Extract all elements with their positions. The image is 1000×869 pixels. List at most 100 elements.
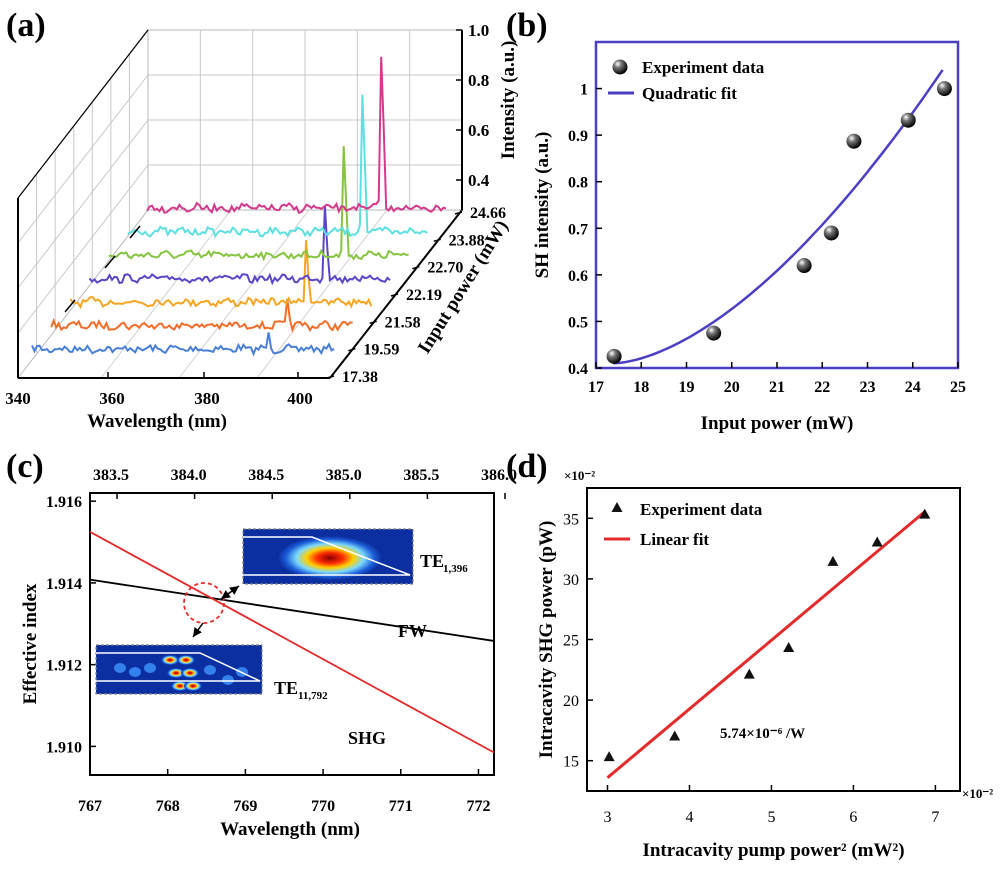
panel-label-d: (d) <box>506 448 548 485</box>
panel-label-c: (c) <box>6 448 44 485</box>
y-tick-label: 22.70 <box>427 260 463 277</box>
wall-tick <box>129 225 141 239</box>
legend-label-fit: Linear fit <box>640 530 709 549</box>
y-axis-title: SH intensity (a.u.) <box>532 132 553 279</box>
mode-inset-2-sidelobe <box>222 675 234 685</box>
data-point <box>796 258 812 274</box>
x-tick-label: 770 <box>311 798 335 815</box>
wall-tick <box>64 299 76 313</box>
mode-inset-2-sidelobe <box>144 663 156 673</box>
label-mode-1-sub: 1,396 <box>443 563 468 575</box>
legend-marker-experiment <box>611 502 623 512</box>
panel-label-a: (a) <box>6 7 46 44</box>
y-tick-label: 0.7 <box>568 221 588 238</box>
legend-label-experiment: Experiment data <box>640 500 763 519</box>
y-tick-label: 0.5 <box>568 314 588 331</box>
mode-inset-2-lobe <box>171 681 189 691</box>
data-point <box>603 751 615 762</box>
mode-inset-2-sidelobe <box>129 667 141 677</box>
data-point <box>669 730 681 741</box>
y-axis-title: Intracavity SHG power (pW) <box>536 521 557 759</box>
y-tick <box>412 265 420 270</box>
x-tick-label: 400 <box>287 389 313 408</box>
linear-fit-line <box>606 509 927 779</box>
x-axis-title: Input power (mW) <box>701 413 854 434</box>
top-tick-label: 384.0 <box>171 467 207 484</box>
y-tick-label: 19.59 <box>363 342 399 359</box>
z-tick-label: 0.8 <box>468 71 489 90</box>
panel-label-b: (b) <box>506 7 548 44</box>
y-tick-label: 0.6 <box>568 268 588 285</box>
x-axis-title: Wavelength (nm) <box>220 819 360 840</box>
mode-inset-2-lobe <box>177 655 195 665</box>
z-tick-label: 0.4 <box>468 171 490 190</box>
y-tick-label: 25 <box>563 633 579 650</box>
floor-grid <box>100 209 232 379</box>
data-point <box>900 112 916 128</box>
data-point <box>919 508 931 519</box>
mode-inset-2-sidelobe <box>114 663 126 673</box>
x-scale-note: ×10⁻² <box>962 786 993 801</box>
y-tick-label: 20 <box>563 693 579 710</box>
slope-annotation: 5.74×10⁻⁶ /W <box>720 726 805 742</box>
x-tick-label: 360 <box>99 389 125 408</box>
x-tick-label: 340 <box>5 389 31 408</box>
top-tick-label: 384.5 <box>248 467 284 484</box>
y-axis-title: Effective index <box>20 583 41 704</box>
label-mode-2-sub: 11,792 <box>298 690 328 702</box>
mode-inset-2-outline <box>96 652 261 682</box>
y-tick <box>390 293 399 297</box>
top-left-edge <box>17 29 149 199</box>
label-mode-2: TE <box>274 678 298 698</box>
x-tick-label: 19 <box>679 379 695 396</box>
panel-c-chart: 767 768 769 770 771 772 383.5 384.0 384.5 385.0 38… <box>20 467 517 840</box>
x-tick-label: 768 <box>156 798 180 815</box>
x-axis-title: Intracavity pump power² (mW²) <box>642 840 904 861</box>
y-tick <box>454 211 463 215</box>
z-tick-label: 0.6 <box>468 121 489 140</box>
top-tick-label: 385.0 <box>326 467 362 484</box>
x-tick-label: 23 <box>860 379 876 396</box>
y-tick-label: 1.916 <box>46 494 82 511</box>
data-point <box>871 536 883 547</box>
x-tick-label: 771 <box>389 798 413 815</box>
label-mode-1: TE <box>420 551 444 571</box>
top-tick-label: 385.5 <box>403 467 439 484</box>
y-tick-label: 0.4 <box>568 361 588 378</box>
legend-marker-experiment <box>612 59 628 75</box>
x-tick-label: 380 <box>194 389 220 408</box>
top-tick-label: 386.0 <box>481 467 517 484</box>
line-SHG <box>89 531 495 754</box>
trace-22.19 <box>88 205 391 286</box>
y-tick-label: 1.914 <box>46 576 82 593</box>
mode-inset-2-lobe <box>181 668 199 678</box>
y-tick-label: 1.910 <box>46 739 82 756</box>
x-tick-label: 17 <box>588 379 604 396</box>
data-point <box>846 133 862 149</box>
data-point <box>606 348 622 364</box>
line-FW <box>89 578 495 642</box>
trace-23.88 <box>127 94 428 239</box>
x-axis-title: Wavelength (nm) <box>87 411 227 432</box>
data-point <box>743 668 755 679</box>
y-tick-label: 22.19 <box>406 287 442 304</box>
x-tick-label: 3 <box>603 809 611 826</box>
x-tick-label: 772 <box>466 798 490 815</box>
y-tick-label: 0.8 <box>568 175 588 192</box>
crossing-circle <box>183 582 225 624</box>
mode-inset-1-field <box>278 536 382 580</box>
trace-19.59 <box>50 298 353 334</box>
mode-inset-2-lobe <box>184 681 202 691</box>
x-tick-label: 20 <box>724 379 740 396</box>
data-point <box>783 641 795 652</box>
x-tick-label: 25 <box>950 379 966 396</box>
y-tick-label: 15 <box>563 754 579 771</box>
data-point <box>823 225 839 241</box>
y-tick <box>326 375 335 379</box>
x-tick-label: 5 <box>767 809 775 826</box>
x-tick-label: 22 <box>814 379 830 396</box>
trace-22.70 <box>108 146 409 262</box>
x-tick-label: 24 <box>905 379 921 396</box>
left-grid-h <box>17 74 149 244</box>
y-tick-label: 30 <box>563 572 579 589</box>
